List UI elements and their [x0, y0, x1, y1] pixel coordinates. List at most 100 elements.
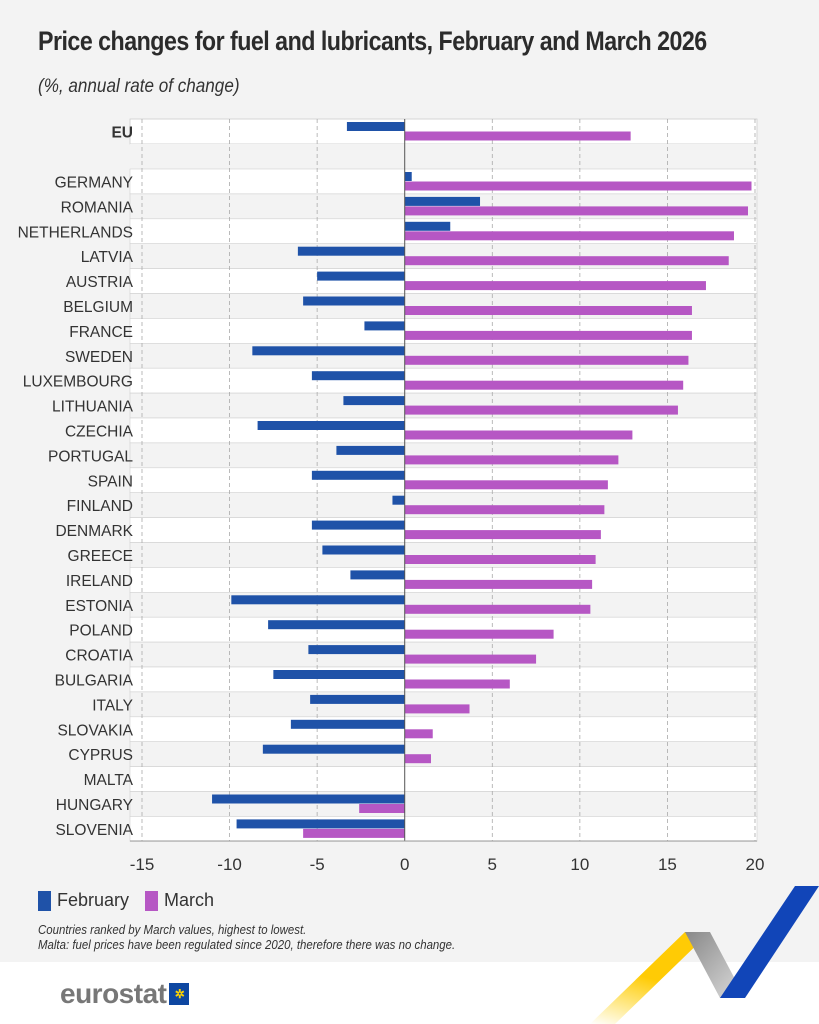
bar-february-finland	[392, 495, 405, 505]
bar-march-germany	[404, 181, 752, 191]
row-bg	[129, 816, 758, 842]
bar-march-italy	[404, 704, 470, 714]
category-label: ITALY	[92, 697, 133, 714]
bar-february-latvia	[297, 246, 405, 256]
bar-march-ireland	[404, 579, 593, 589]
bar-march-bulgaria	[404, 679, 510, 689]
bar-february-greece	[322, 545, 405, 555]
legend-label-february: February	[57, 890, 130, 910]
bar-february-denmark	[311, 520, 405, 530]
bar-february-romania	[404, 196, 481, 206]
legend-label-march: March	[164, 890, 215, 910]
bar-february-bulgaria	[273, 670, 405, 679]
bar-march-croatia	[404, 654, 537, 664]
x-tick-label: -15	[130, 855, 155, 874]
category-label: GREECE	[68, 548, 133, 565]
bar-february-germany	[404, 172, 412, 181]
legend-swatch-march	[145, 890, 159, 911]
bar-march-luxembourg	[404, 380, 684, 390]
chart-subtitle: (%, annual rate of change)	[38, 76, 240, 97]
bar-march-netherlands	[404, 231, 734, 241]
bar-february-lithuania	[343, 396, 405, 406]
bar-march-sweden	[404, 355, 689, 365]
bar-february-slovenia	[236, 819, 405, 829]
category-label: GERMANY	[55, 174, 133, 191]
category-label: EU	[111, 125, 133, 142]
category-label: BULGARIA	[55, 672, 134, 689]
bar-february-poland	[268, 620, 405, 630]
bar-march-slovenia	[303, 828, 405, 838]
decorative-ribbon	[590, 886, 819, 1024]
x-tick-label: 15	[658, 855, 677, 874]
category-label: DENMARK	[55, 523, 133, 540]
category-label: HUNGARY	[56, 797, 133, 814]
category-label: BELGIUM	[63, 299, 133, 316]
bar-march-romania	[404, 206, 748, 216]
category-label: SPAIN	[88, 473, 133, 490]
bar-february-belgium	[303, 296, 405, 306]
category-label: ROMANIA	[61, 199, 134, 216]
bar-march-denmark	[404, 530, 601, 540]
bar-march-slovakia	[404, 729, 433, 739]
bar-february-luxembourg	[311, 371, 405, 381]
bar-february-slovakia	[290, 719, 405, 729]
bar-february-italy	[310, 694, 405, 704]
bar-february-france	[364, 321, 405, 331]
footnotes: Countries ranked by March values, highes…	[38, 922, 455, 952]
eurostat-logo: eurostat ✲	[60, 978, 190, 1010]
category-label: SLOVENIA	[55, 822, 133, 839]
category-label: SLOVAKIA	[57, 722, 133, 739]
bar-february-netherlands	[404, 221, 451, 231]
bar-march-portugal	[404, 455, 619, 465]
bar-march-finland	[404, 505, 605, 515]
bar-february-hungary	[212, 794, 405, 804]
bar-february-spain	[311, 470, 405, 480]
category-label: LATVIA	[81, 249, 134, 266]
bar-march-czechia	[404, 430, 633, 440]
legend: February March	[38, 890, 214, 911]
row-bg	[129, 716, 758, 742]
x-tick-label: 0	[400, 855, 409, 874]
category-label: FRANCE	[69, 324, 133, 341]
category-label: CROATIA	[65, 648, 133, 665]
bar-march-greece	[404, 555, 596, 564]
bar-february-croatia	[308, 645, 405, 655]
row-bg	[129, 766, 758, 792]
bar-february-eu	[346, 122, 405, 131]
bar-february-sweden	[252, 346, 405, 356]
bar-february-ireland	[350, 570, 405, 580]
category-label: LITHUANIA	[52, 399, 134, 416]
category-label: ESTONIA	[65, 598, 133, 615]
category-label: IRELAND	[66, 573, 133, 590]
bar-march-spain	[404, 480, 608, 490]
bar-march-poland	[404, 629, 554, 639]
logo-text: eurostat	[60, 978, 167, 1009]
eu-flag-icon: ✲	[169, 983, 190, 1005]
category-label: CYPRUS	[68, 747, 133, 764]
category-label: FINLAND	[67, 498, 133, 515]
x-tick-label: 5	[488, 855, 497, 874]
note-ranking: Countries ranked by March values, highes…	[38, 922, 307, 937]
bar-march-cyprus	[404, 754, 431, 764]
note-malta: Malta: fuel prices have been regulated s…	[38, 937, 456, 952]
bar-march-austria	[404, 281, 706, 291]
bar-march-lithuania	[404, 405, 678, 415]
x-tick-label: 10	[570, 855, 589, 874]
x-tick-label: 20	[746, 855, 765, 874]
bar-february-austria	[317, 271, 405, 281]
category-label: LUXEMBOURG	[23, 374, 133, 391]
bar-march-france	[404, 330, 692, 340]
bar-march-belgium	[404, 306, 692, 315]
bar-february-cyprus	[262, 744, 405, 754]
x-tick-label: -10	[217, 855, 242, 874]
bar-february-estonia	[231, 595, 405, 605]
category-label: CZECHIA	[65, 423, 134, 440]
category-label: AUSTRIA	[66, 274, 134, 291]
category-label: PORTUGAL	[48, 448, 133, 465]
bar-march-hungary	[359, 804, 405, 813]
bar-february-czechia	[257, 421, 405, 430]
bar-chart: -15 -10 -5 0 5 10 15 20 EU GERMANY ROMANIA NETHERLA…	[18, 118, 765, 874]
category-label: POLAND	[69, 623, 133, 640]
category-label: NETHERLANDS	[18, 224, 133, 241]
category-label: SWEDEN	[65, 349, 133, 366]
